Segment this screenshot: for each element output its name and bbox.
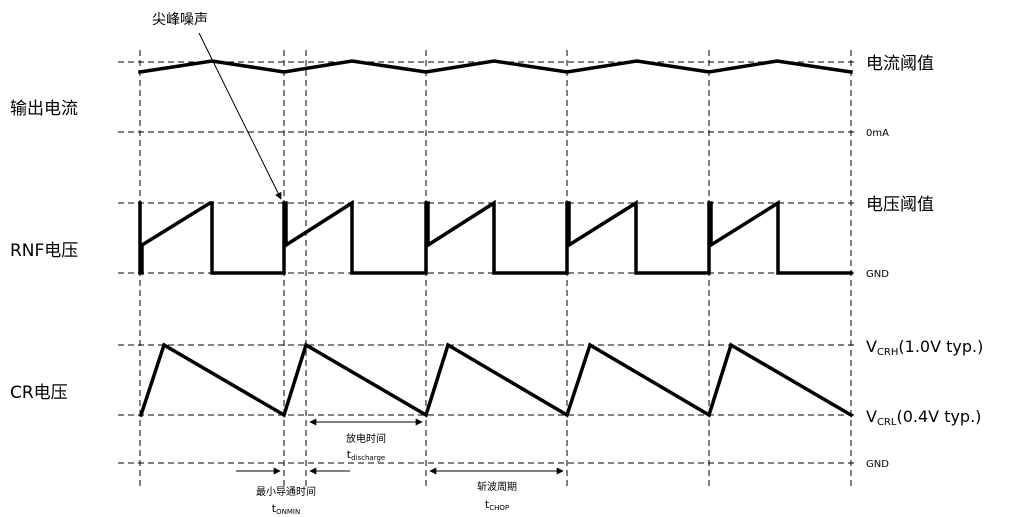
discharge-symbol: tdischarge [347,448,385,462]
vcrh-main: V [866,337,877,356]
rnf-voltage-label: RNF电压 [10,241,78,261]
current-threshold-label: 电流阈值 [866,54,934,74]
vcrh-value: (1.0V typ.) [898,337,983,356]
bottom-gnd-label: GND [866,459,889,470]
chop-symbol: tCHOP [485,498,509,512]
zero-ma-label: 0mA [866,128,889,139]
vcrh-subscript: CRH [877,347,898,358]
rnf-voltage-waveform [138,199,853,275]
vcrh-label: VCRH(1.0V typ.) [866,337,983,358]
chop-subscript: CHOP [489,504,509,512]
output-current-label: 输出电流 [10,99,78,119]
voltage-threshold-label: 电压阈值 [866,195,934,215]
min-on-symbol: tONMIN [272,502,300,516]
min-on-subscript: ONMIN [276,508,300,516]
cr-voltage-label: CR电压 [10,383,68,403]
min-on-time-label: 最小导通时间 [256,485,316,498]
cr-voltage-waveform [138,342,854,418]
discharge-time-label: 放电时间 [346,432,386,445]
vcrl-main: V [866,407,877,426]
horizontal-guides [118,61,858,464]
min-on-t: t [272,502,277,515]
discharge-t: t [347,448,352,461]
vcrl-subscript: CRL [877,417,897,428]
vcrl-value: (0.4V typ.) [896,407,981,426]
vcrl-label: VCRL(0.4V typ.) [866,407,981,428]
chop-period-label: 斩波周期 [477,480,517,493]
discharge-subscript: discharge [351,454,385,462]
chop-t: t [485,498,490,511]
rnf-gnd-label: GND [866,269,889,280]
spike-noise-pointer [198,32,282,200]
spike-noise-label: 尖峰噪声 [152,12,208,28]
output-current-waveform [138,59,853,74]
